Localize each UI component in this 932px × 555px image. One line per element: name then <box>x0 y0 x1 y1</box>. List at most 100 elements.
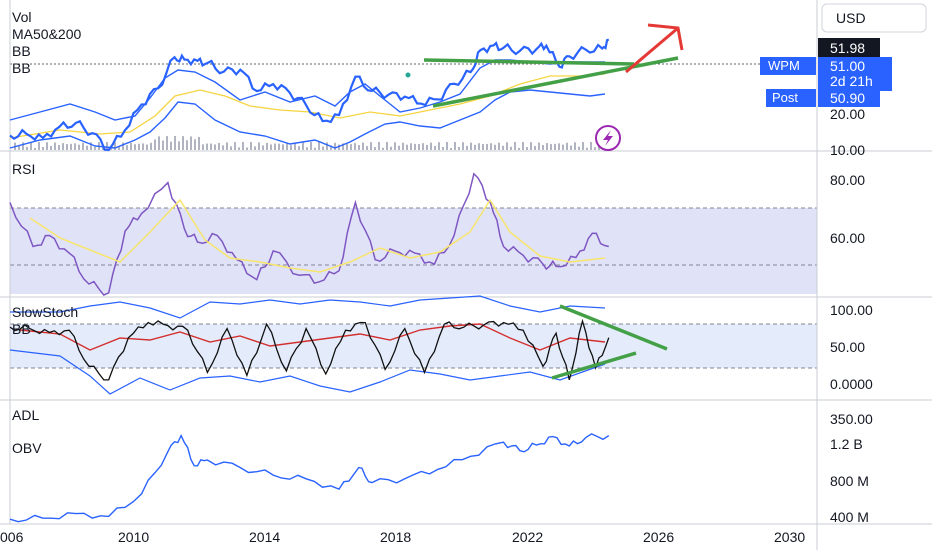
volume-bar <box>22 142 24 150</box>
obv-tick-400m: 400 M <box>830 509 869 525</box>
stoch-bb-label[interactable]: BB <box>12 321 31 337</box>
rsi-line[interactable] <box>9 172 609 297</box>
volume-bar <box>526 147 528 150</box>
rsi-label[interactable]: RSI <box>12 161 35 177</box>
volume-bar <box>522 142 524 150</box>
volume-bar <box>66 144 68 150</box>
volume-bar <box>302 142 304 150</box>
volume-bar <box>478 143 480 150</box>
volume-bar <box>306 147 308 150</box>
volume-bar <box>214 144 216 150</box>
obv-tick-800m: 800 M <box>830 473 869 489</box>
volume-bar <box>270 144 272 150</box>
volume-bar <box>46 142 48 150</box>
symbol-tag-box[interactable] <box>760 57 816 75</box>
volume-bar <box>342 143 344 150</box>
volume-bar <box>262 145 264 150</box>
volume-bar <box>254 146 256 150</box>
countdown-value: 2d 21h <box>830 73 873 89</box>
volume-bar <box>502 145 504 150</box>
volume-bar <box>562 144 564 150</box>
volume-bar <box>234 142 236 150</box>
volume-bar <box>266 142 268 150</box>
volume-bar <box>578 146 580 150</box>
time-tick-2022: 2022 <box>512 529 543 545</box>
volume-bar <box>202 144 204 150</box>
dividend-marker[interactable] <box>405 72 411 78</box>
price-line[interactable] <box>9 38 610 152</box>
volume-bar <box>594 147 596 150</box>
trendline-stoch-bottom[interactable] <box>551 351 637 380</box>
price-pane[interactable] <box>9 23 684 152</box>
volume-bar <box>278 143 280 150</box>
volume-bar <box>354 143 356 150</box>
volume-bar <box>54 142 56 150</box>
volume-bar <box>466 145 468 150</box>
volume-bar <box>182 136 184 150</box>
stoch-d-line <box>19 323 606 351</box>
post-price-box <box>818 89 880 107</box>
trendline-resistance[interactable] <box>423 58 635 66</box>
volume-bar <box>582 142 584 150</box>
volume-bar <box>246 147 248 150</box>
obv-line[interactable] <box>9 433 610 523</box>
volume-bar <box>82 142 84 150</box>
obv-label[interactable]: OBV <box>12 440 42 456</box>
price-tick-20: 20.00 <box>830 106 865 122</box>
volume-bar <box>410 143 412 150</box>
volume-bar <box>534 145 536 150</box>
volume-bar <box>586 147 588 150</box>
stoch-bb-lower <box>9 349 606 395</box>
volume-bar <box>174 136 176 150</box>
obv-pane[interactable] <box>9 433 610 523</box>
volume-bar <box>154 139 156 150</box>
volume-bar <box>78 144 80 150</box>
volume-bar <box>498 142 500 150</box>
stoch-label[interactable]: SlowStoch <box>12 304 78 320</box>
volume-bar <box>150 142 152 150</box>
volume-bar <box>390 146 392 150</box>
post-tag-text: Post <box>772 90 798 105</box>
bb-label[interactable]: BB <box>12 43 31 59</box>
volume-bar <box>146 144 148 150</box>
post-price-value: 50.90 <box>830 90 865 106</box>
volume-bar <box>62 143 64 150</box>
time-axis[interactable]: 006 2010 2014 2018 2022 2026 2030 <box>0 529 805 545</box>
stoch-pane[interactable] <box>9 295 668 395</box>
trendline-stoch-top[interactable] <box>559 304 668 351</box>
volume-bar <box>550 144 552 150</box>
rsi-pane[interactable] <box>9 172 609 297</box>
time-tick-2030: 2030 <box>774 529 805 545</box>
adl-label[interactable]: ADL <box>12 407 39 423</box>
volume-bar <box>206 143 208 150</box>
volume-bar <box>538 142 540 150</box>
volume-bar <box>570 145 572 150</box>
volume-bar <box>434 145 436 150</box>
volume-bar <box>506 142 508 150</box>
volume-bar <box>42 146 44 150</box>
bb-label-2[interactable]: BB <box>12 60 31 76</box>
volume-bar <box>450 147 452 150</box>
volume-bar <box>230 146 232 150</box>
breakout-arrow[interactable] <box>625 23 684 74</box>
volume-bar <box>558 143 560 150</box>
ma-label[interactable]: MA50&200 <box>12 26 81 42</box>
volume-bar <box>346 143 348 150</box>
price-axis[interactable]: USD 51.98 WPM 51.00 2d 21h Post 50.90 20… <box>760 3 927 525</box>
volume-bar <box>462 142 464 150</box>
post-tag-box[interactable] <box>766 89 816 107</box>
current-price-box <box>818 38 880 58</box>
volume-bar <box>310 142 312 150</box>
volume-bar <box>226 142 228 150</box>
trendline-support[interactable] <box>432 56 679 108</box>
stoch-k-line[interactable] <box>9 318 610 381</box>
volume-bar <box>430 142 432 150</box>
vol-label[interactable]: Vol <box>12 9 31 25</box>
volume-bar <box>458 146 460 150</box>
volume-bar <box>470 142 472 150</box>
volume-bar <box>210 143 212 150</box>
currency-button[interactable] <box>821 3 927 33</box>
volume-bar <box>414 143 416 150</box>
volume-bar <box>486 143 488 150</box>
